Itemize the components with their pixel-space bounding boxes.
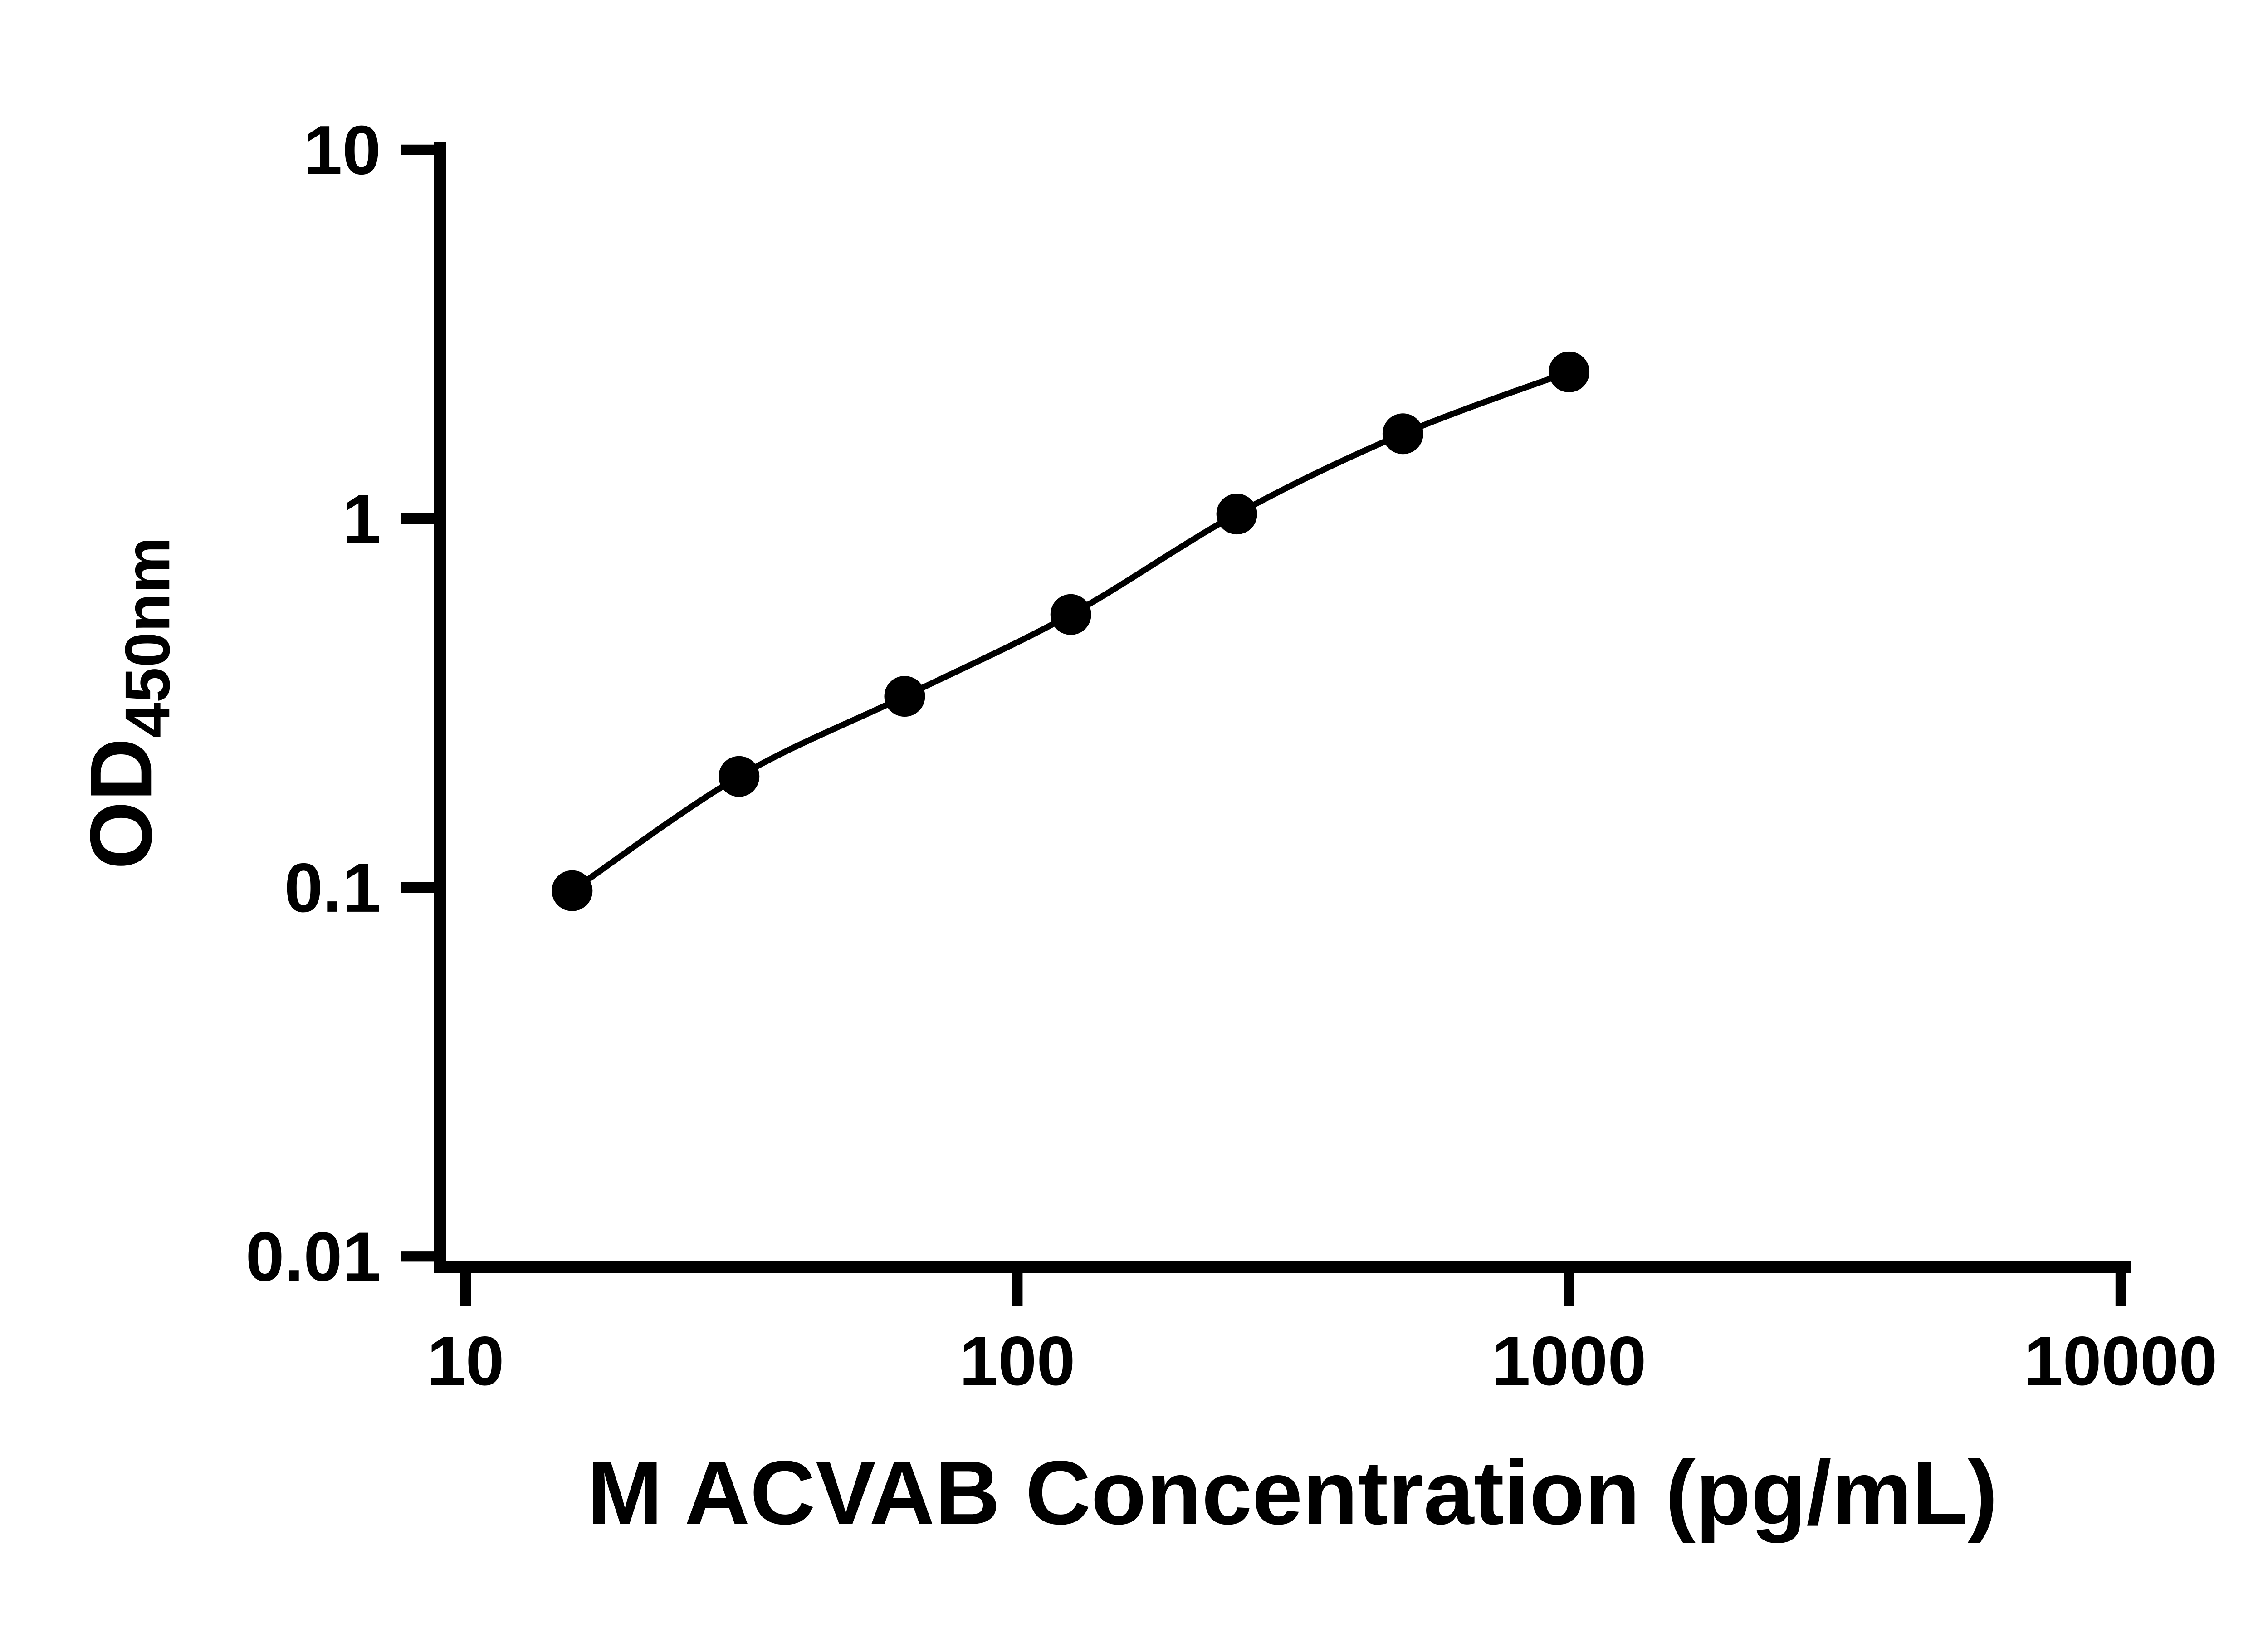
y-tick-label: 0.01	[245, 1218, 381, 1296]
y-axis-title-subscript: 450nm	[112, 537, 183, 738]
data-point	[552, 870, 593, 911]
x-tick-label: 10	[427, 1322, 504, 1400]
data-point	[1549, 351, 1590, 392]
data-point	[1050, 594, 1091, 635]
data-point	[1382, 413, 1423, 455]
x-tick-label: 100	[959, 1322, 1075, 1400]
x-tick-label: 1000	[1492, 1322, 1647, 1400]
y-tick-label: 1	[342, 480, 381, 558]
data-point	[1216, 494, 1257, 535]
data-point	[884, 676, 925, 717]
data-point	[719, 756, 760, 797]
x-tick-label: 10000	[2024, 1322, 2217, 1400]
y-axis-title-main: OD	[72, 738, 170, 870]
x-axis-title: M ACVAB Concentration (pg/mL)	[587, 1442, 1998, 1544]
y-tick-label: 0.1	[284, 849, 381, 927]
y-axis-title: OD450nm	[72, 537, 183, 869]
chart-generated-layer: 10 100 1000 10000 0.01 0.1 1 10	[245, 112, 2217, 1400]
y-tick-label: 10	[303, 112, 381, 189]
